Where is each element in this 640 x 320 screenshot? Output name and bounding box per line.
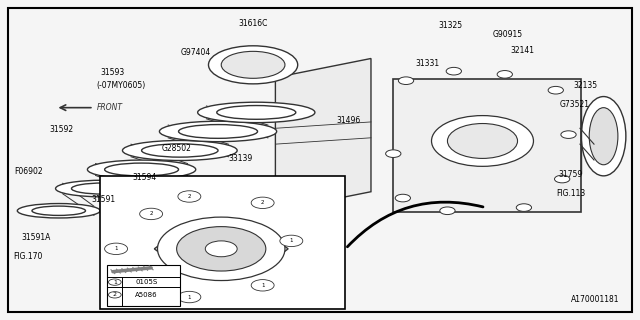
Text: 31592: 31592 [50, 125, 74, 134]
Text: 31591: 31591 [92, 195, 115, 204]
Text: 2: 2 [261, 200, 264, 205]
Text: G73521: G73521 [560, 100, 590, 109]
Circle shape [280, 235, 303, 247]
Ellipse shape [589, 108, 618, 165]
Text: 32135: 32135 [573, 81, 597, 90]
Circle shape [178, 291, 201, 303]
Circle shape [440, 207, 455, 215]
Text: 1: 1 [188, 294, 191, 300]
Ellipse shape [198, 102, 315, 123]
FancyArrowPatch shape [348, 202, 483, 247]
Circle shape [561, 131, 576, 139]
Ellipse shape [56, 180, 151, 197]
Ellipse shape [88, 160, 196, 179]
Text: 31325: 31325 [438, 21, 463, 30]
Text: 2: 2 [188, 194, 191, 199]
Circle shape [178, 191, 201, 202]
Text: G90915: G90915 [493, 30, 523, 39]
Text: A5086: A5086 [135, 292, 158, 298]
Text: 32141: 32141 [511, 46, 534, 55]
Text: 0105S: 0105S [135, 279, 157, 285]
Ellipse shape [104, 163, 179, 176]
Ellipse shape [217, 106, 296, 119]
Circle shape [140, 275, 163, 286]
Circle shape [108, 292, 121, 298]
Text: 1: 1 [113, 280, 116, 284]
Ellipse shape [72, 183, 135, 194]
Circle shape [108, 279, 121, 285]
Circle shape [140, 208, 163, 220]
Ellipse shape [209, 46, 298, 84]
Ellipse shape [32, 206, 86, 215]
Ellipse shape [179, 124, 257, 138]
Circle shape [497, 70, 513, 78]
Circle shape [446, 68, 461, 75]
Ellipse shape [221, 51, 285, 78]
Ellipse shape [122, 140, 237, 160]
Ellipse shape [17, 204, 100, 218]
Text: A170001181: A170001181 [571, 295, 620, 304]
Text: 33139: 33139 [228, 154, 252, 163]
Ellipse shape [141, 144, 218, 157]
Circle shape [251, 197, 274, 209]
Text: (-07MY0605): (-07MY0605) [97, 81, 146, 90]
Polygon shape [154, 228, 288, 270]
Text: 31591A: 31591A [22, 233, 51, 242]
FancyBboxPatch shape [106, 265, 180, 306]
Circle shape [205, 241, 237, 257]
Circle shape [516, 204, 532, 212]
Text: F06902: F06902 [14, 167, 42, 176]
Text: 2: 2 [149, 212, 153, 216]
Circle shape [104, 243, 127, 254]
Text: 1: 1 [149, 278, 153, 283]
Text: 31496: 31496 [337, 116, 361, 125]
Text: FRONT: FRONT [97, 103, 123, 112]
Circle shape [177, 227, 266, 271]
Circle shape [157, 217, 285, 281]
Text: 31331: 31331 [415, 59, 439, 68]
Polygon shape [275, 59, 371, 211]
Text: 1: 1 [289, 238, 293, 244]
Circle shape [398, 77, 413, 84]
Circle shape [251, 280, 274, 291]
Text: G28502: G28502 [162, 144, 191, 153]
Circle shape [554, 175, 570, 183]
Text: 1: 1 [115, 246, 118, 251]
Text: 31593: 31593 [100, 68, 125, 77]
FancyBboxPatch shape [100, 176, 346, 309]
Text: 1: 1 [261, 283, 264, 288]
Circle shape [386, 150, 401, 157]
Text: 31759: 31759 [558, 170, 582, 179]
Ellipse shape [159, 121, 276, 142]
Text: FIG.170: FIG.170 [13, 252, 43, 261]
Text: 2: 2 [113, 292, 117, 297]
Circle shape [395, 194, 410, 202]
Circle shape [447, 124, 518, 158]
Circle shape [548, 86, 563, 94]
Text: 31594: 31594 [132, 173, 157, 182]
Ellipse shape [581, 97, 626, 176]
Text: G97404: G97404 [180, 48, 211, 57]
FancyBboxPatch shape [394, 79, 581, 212]
Circle shape [431, 116, 534, 166]
Text: 31616C: 31616C [239, 19, 268, 28]
Text: FIG.113: FIG.113 [556, 189, 585, 198]
